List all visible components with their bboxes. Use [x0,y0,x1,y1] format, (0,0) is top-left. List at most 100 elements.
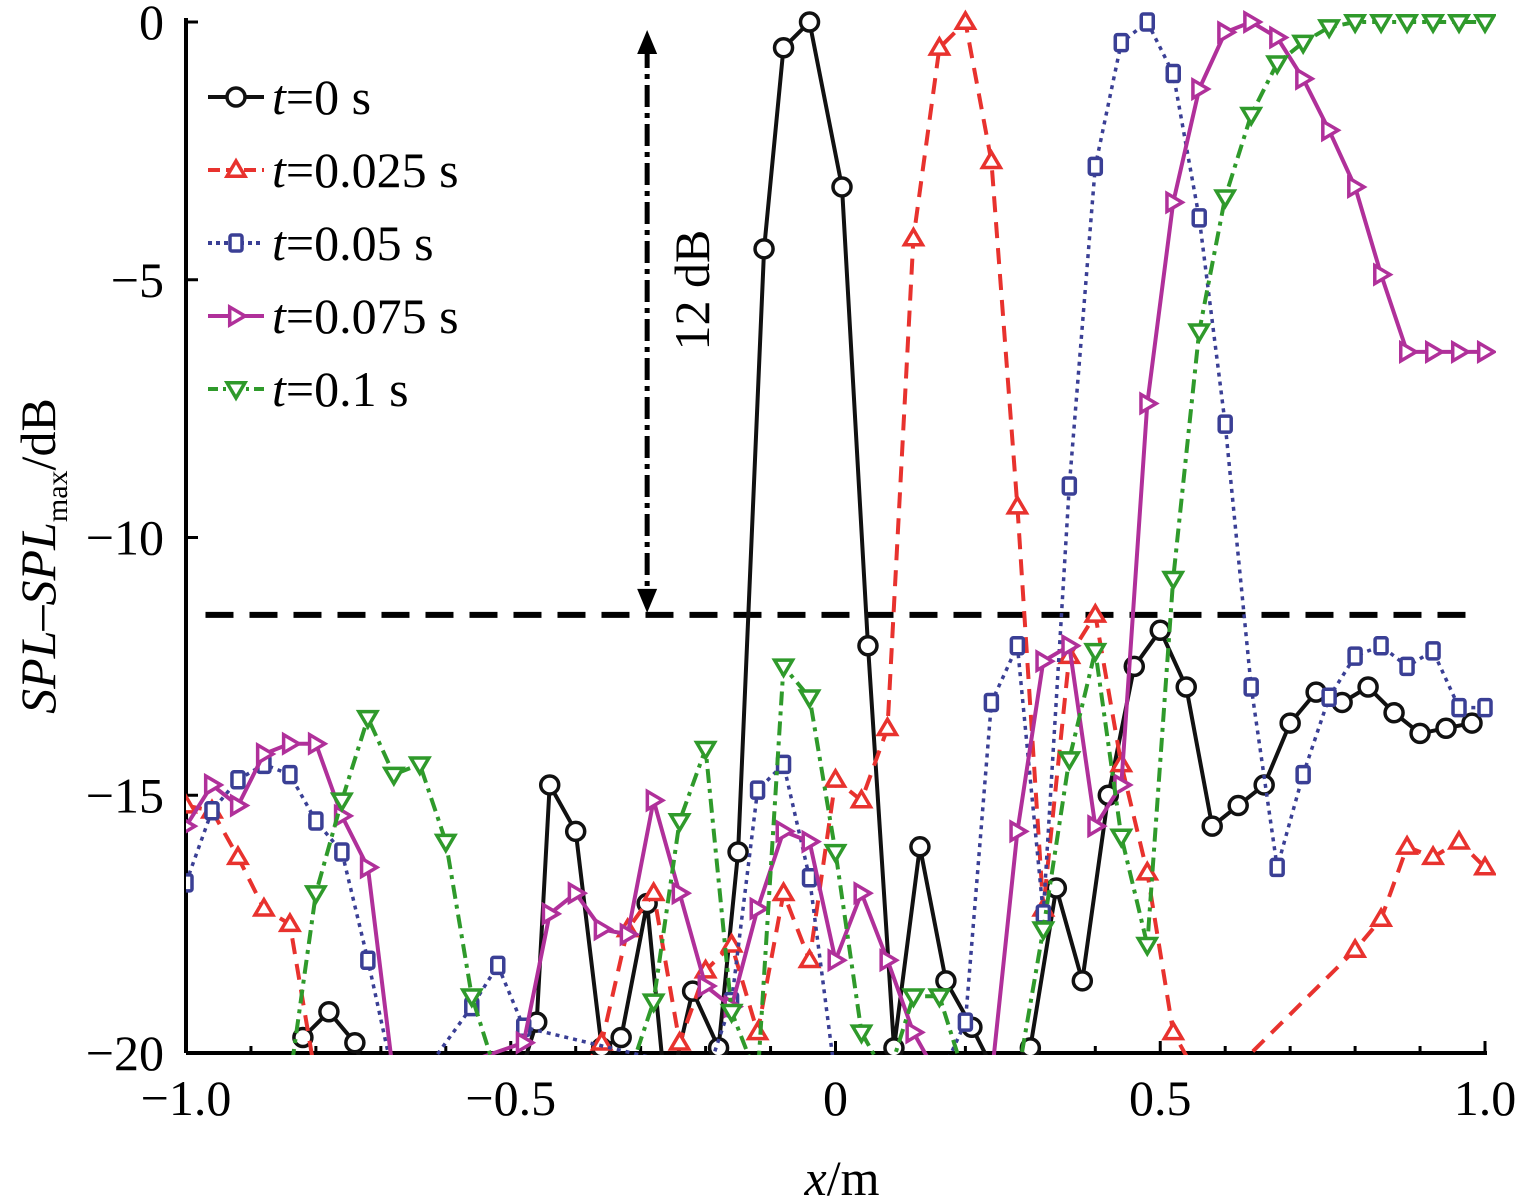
data-point [223,157,249,179]
data-point [303,885,328,906]
data-point [1191,208,1207,228]
x-axis-unit: /m [827,1150,880,1200]
data-point [745,1019,770,1041]
data-point [1135,936,1160,958]
data-point [1239,106,1264,128]
data-point [667,1030,692,1051]
y-tick-label: −20 [86,1025,164,1081]
x-tick-label: 1.0 [1454,1070,1517,1126]
legend-item-1: t=0 s [208,69,371,125]
data-point [1357,676,1379,698]
data-point [1035,649,1056,674]
legend-label-rest: =0.075 s [286,288,459,344]
data-point [1113,32,1130,53]
data-point [909,836,931,858]
data-point [203,772,225,797]
legend-item-4: t=0.075 s [208,288,459,344]
data-point [230,770,246,790]
data-point [901,226,926,247]
data-point [957,1012,974,1032]
data-point [935,970,957,992]
data-point [775,819,796,844]
data-point [1005,494,1030,515]
data-point [1424,339,1446,364]
data-point [490,955,506,976]
y-tick-label: 0 [139,0,164,50]
y-axis-dash: – [10,604,66,631]
data-point [697,973,719,999]
legend-label: t=0.025 s [272,142,459,198]
data-point [1321,687,1337,708]
series-line [186,20,1485,1055]
data-point [797,947,822,969]
series-line [301,20,1473,1055]
data-point [1165,63,1181,84]
data-point [229,793,251,818]
data-point [1369,13,1394,35]
data-point [901,988,926,1009]
data-point [1109,828,1134,849]
data-point [953,9,978,31]
data-point [849,787,874,809]
data-point [727,841,749,863]
data-point [359,855,381,880]
data-point [771,658,796,679]
data-point [1347,646,1363,666]
y-axis-title: SPL–SPLmax/dB [10,398,74,714]
data-point [1420,13,1446,35]
data-point [1476,339,1496,364]
data-point [1061,633,1082,658]
data-point [879,948,900,973]
data-point [671,881,693,906]
data-point [223,380,249,402]
data-point [801,867,818,888]
data-point [227,303,249,329]
data-point [1291,34,1316,56]
data-point [827,948,848,973]
data-point [355,709,380,731]
data-point [979,148,1004,170]
data-point [360,950,376,970]
data-point [771,880,796,902]
data-point [1161,570,1186,592]
series-1 [292,11,1483,1055]
data-point [619,922,641,947]
data-point [538,774,561,796]
x-tick-label: 0.5 [1129,1070,1192,1126]
data-point [334,842,350,862]
data-point [823,843,848,865]
data-point [610,1026,632,1049]
data-point [1061,476,1078,496]
data-point [225,844,251,866]
data-point [1279,712,1301,734]
data-point [228,233,244,253]
data-point [875,715,900,737]
y-tick-label: −5 [111,252,164,308]
data-point [927,35,952,56]
data-point [255,741,277,767]
data-point [308,811,324,831]
legend-label-rest: =0.05 s [286,215,434,271]
data-point [1217,20,1238,45]
data-point [797,689,822,710]
data-point [1201,815,1223,837]
data-point [749,780,766,800]
series-5 [291,13,1496,1055]
data-point [1343,937,1368,958]
series-layer [186,9,1496,1055]
data-point [292,1026,314,1049]
y-tick-label: −10 [86,510,164,566]
data-point [307,731,329,756]
x-tick-label: 0 [823,1070,848,1126]
data-point [772,37,795,59]
data-point [1317,19,1342,40]
data-point [1139,12,1156,32]
data-point [1057,751,1082,772]
data-point [1227,794,1249,817]
data-point [1175,676,1197,698]
data-point [1435,717,1457,739]
data-point [1243,9,1264,35]
data-point [204,800,220,821]
data-point [1213,189,1238,210]
data-point [1149,619,1171,642]
